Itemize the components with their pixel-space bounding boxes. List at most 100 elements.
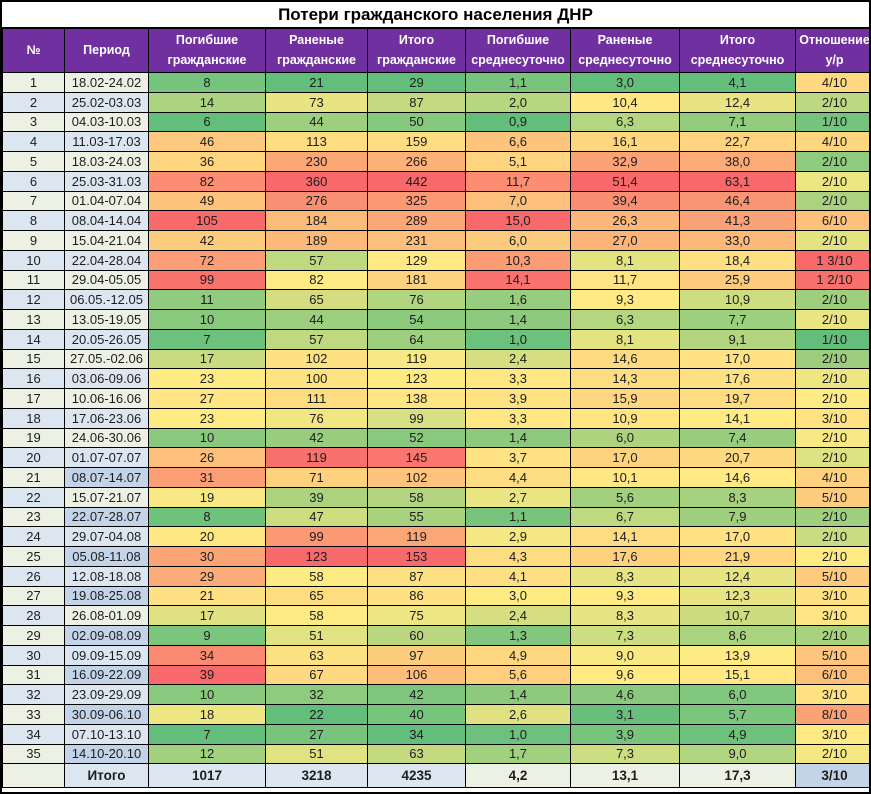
table-row: 34 07.10-13.10 7 27 34 1,0 3,9 4,9 3/10 (2, 723, 869, 745)
wounded-daily-cell: 9,3 (570, 289, 680, 310)
ratio-cell: 2/10 (795, 388, 869, 409)
total-cell: 50 (367, 111, 466, 133)
wounded-cell: 65 (265, 289, 368, 310)
period-cell: 11.03-17.03 (64, 131, 149, 152)
total-cell: 442 (367, 170, 466, 192)
ratio-cell: 1/10 (795, 111, 869, 133)
dead-daily-cell: 15,0 (465, 210, 571, 231)
wounded-cell: 65 (265, 585, 368, 607)
dead-cell: 99 (148, 269, 266, 291)
total-daily-cell: 21,9 (679, 546, 796, 567)
ratio-cell: 2/10 (795, 506, 869, 528)
dead-daily-cell: 1,4 (465, 427, 571, 449)
dead-daily-cell: 1,0 (465, 328, 571, 350)
ratio-cell: 2/10 (795, 546, 869, 567)
dead-cell: 82 (148, 170, 266, 192)
ratio-cell: 4/10 (795, 467, 869, 488)
wounded-daily-cell: 6,3 (570, 309, 680, 330)
wounded-cell: 32 (265, 684, 368, 705)
table-row: 33 30.09-06.10 18 22 40 2,6 3,1 5,7 8/10 (2, 704, 869, 725)
wounded-daily-cell: 3,0 (570, 72, 680, 93)
wounded-daily-cell: 32,9 (570, 151, 680, 172)
wounded-cell: 76 (265, 407, 368, 429)
dead-cell: 17 (148, 605, 266, 626)
wounded-cell: 57 (265, 249, 368, 271)
wounded-cell: 22 (265, 704, 368, 725)
ratio-cell: 1 2/10 (795, 269, 869, 291)
total-cell: 58 (367, 486, 466, 508)
wounded-cell: 99 (265, 526, 368, 547)
col-header-wounded-daily: Раненые среднесуточно (570, 28, 680, 73)
num-cell: 35 (2, 743, 65, 765)
wounded-daily-cell: 14,1 (570, 526, 680, 547)
ratio-cell: 2/10 (795, 190, 869, 212)
wounded-daily-cell: 16,1 (570, 131, 680, 152)
dead-daily-cell: 0,9 (465, 111, 571, 133)
total-daily-cell: 6,0 (679, 684, 796, 705)
dead-daily-cell: 3,9 (465, 388, 571, 409)
table-row: 19 24.06-30.06 10 42 52 1,4 6,0 7,4 2/10 (2, 427, 869, 449)
wounded-cell: 67 (265, 664, 368, 686)
total-cell: 119 (367, 348, 466, 370)
table-row: 9 15.04-21.04 42 189 231 6,0 27,0 33,0 2/10 (2, 230, 869, 251)
total-daily-cell: 41,3 (679, 210, 796, 231)
total-daily-cell: 14,1 (679, 407, 796, 429)
wounded-cell: 184 (265, 210, 368, 231)
dead-cell: 23 (148, 407, 266, 429)
period-cell: 04.03-10.03 (64, 111, 149, 133)
num-cell: 17 (2, 388, 65, 409)
ratio-cell: 3/10 (795, 684, 869, 705)
dead-daily-cell: 1,1 (465, 72, 571, 93)
wounded-daily-cell: 14,3 (570, 368, 680, 389)
total-label-cell: Итого (64, 763, 149, 789)
wounded-cell: 71 (265, 467, 368, 488)
table-row: 1 18.02-24.02 8 21 29 1,1 3,0 4,1 4/10 (2, 72, 869, 93)
period-cell: 05.08-11.08 (64, 546, 149, 567)
ratio-cell: 2/10 (795, 230, 869, 251)
total-cell: 266 (367, 151, 466, 172)
period-cell: 25.03-31.03 (64, 170, 149, 192)
num-cell: 1 (2, 72, 65, 93)
period-cell: 10.06-16.06 (64, 388, 149, 409)
table-row: 16 03.06-09.06 23 100 123 3,3 14,3 17,6 2/10 (2, 368, 869, 389)
wounded-daily-cell: 17,0 (570, 447, 680, 468)
total-daily-cell: 15,1 (679, 664, 796, 686)
total-cell: 289 (367, 210, 466, 231)
total-cell: 123 (367, 368, 466, 389)
ratio-cell: 5/10 (795, 644, 869, 666)
wounded-cell: 360 (265, 170, 368, 192)
total-cell: 102 (367, 467, 466, 488)
table-row: 22 15.07-21.07 19 39 58 2,7 5,6 8,3 5/10 (2, 486, 869, 508)
dead-daily-cell: 3,3 (465, 368, 571, 389)
total-daily-cell: 7,1 (679, 111, 796, 133)
dead-daily-cell: 4,4 (465, 467, 571, 488)
period-cell: 20.05-26.05 (64, 328, 149, 350)
table-row: 20 01.07-07.07 26 119 145 3,7 17,0 20,7 2/10 (2, 447, 869, 468)
wounded-daily-cell: 11,7 (570, 269, 680, 291)
num-cell: 33 (2, 704, 65, 725)
table-row: 31 16.09-22.09 39 67 106 5,6 9,6 15,1 6/10 (2, 664, 869, 686)
dead-daily-cell: 10,3 (465, 249, 571, 271)
dead-cell: 20 (148, 526, 266, 547)
period-cell: 29.04-05.05 (64, 269, 149, 291)
dead-cell: 105 (148, 210, 266, 231)
total-cell: 55 (367, 506, 466, 528)
dead-daily-cell: 4,1 (465, 565, 571, 587)
dead-cell: 46 (148, 131, 266, 152)
dead-daily-cell: 2,7 (465, 486, 571, 508)
num-cell: 7 (2, 190, 65, 212)
table-row: 7 01.04-07.04 49 276 325 7,0 39,4 46,4 2/10 (2, 190, 869, 212)
table-row: 24 29.07-04.08 20 99 119 2,9 14,1 17,0 2/10 (2, 526, 869, 547)
total-daily-cell: 46,4 (679, 190, 796, 212)
total-daily-cell: 13,9 (679, 644, 796, 666)
total-cell: 52 (367, 427, 466, 449)
ratio-cell: 2/10 (795, 348, 869, 370)
total-wounded-cell: 3218 (265, 763, 368, 789)
dead-daily-cell: 1,0 (465, 723, 571, 745)
num-cell: 14 (2, 328, 65, 350)
dead-cell: 30 (148, 546, 266, 567)
dead-daily-cell: 1,7 (465, 743, 571, 765)
total-wounded-daily-cell: 13,1 (570, 763, 680, 789)
dead-daily-cell: 1,6 (465, 289, 571, 310)
